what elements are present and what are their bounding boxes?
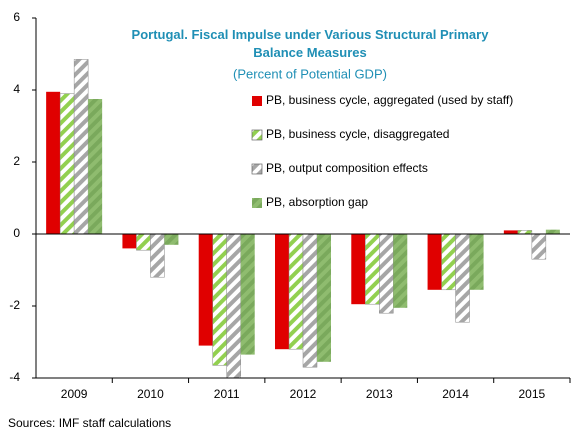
x-tick-label: 2009 (61, 387, 88, 401)
y-tick-label: 6 (13, 10, 20, 24)
source-note: Sources: IMF staff calculations (8, 416, 171, 430)
x-tick-label: 2011 (214, 387, 240, 401)
y-tick-label: 4 (13, 82, 20, 96)
bar (455, 233, 470, 323)
legend-label: PB, output composition effects (266, 161, 428, 175)
bar (545, 229, 560, 234)
bar (317, 234, 331, 362)
bar (503, 230, 518, 234)
bar (302, 233, 318, 368)
bar (275, 234, 289, 350)
x-tick-label: 2014 (442, 387, 469, 401)
y-tick-label: -4 (9, 370, 20, 384)
x-tick-label: 2012 (290, 387, 317, 401)
bar (212, 233, 227, 366)
bar (288, 233, 304, 350)
y-tick-label: 2 (13, 154, 20, 168)
x-tick-label: 2010 (137, 387, 164, 401)
legend-label: PB, business cycle, disaggregated (266, 127, 449, 141)
legend-swatch (252, 96, 262, 106)
bar (441, 233, 456, 291)
bar (122, 234, 137, 249)
bar (379, 233, 394, 314)
bar (427, 234, 442, 290)
bar (365, 233, 380, 305)
legend-swatch (251, 163, 263, 175)
bar (517, 230, 533, 235)
bar (240, 234, 255, 355)
legend-label: PB, absorption gap (266, 195, 368, 209)
bar (531, 233, 547, 260)
bar (136, 233, 151, 251)
y-tick-label: 0 (13, 226, 20, 240)
bar (88, 99, 103, 234)
bar (164, 234, 179, 245)
legend-label: PB, business cycle, aggregated (used by … (266, 93, 513, 107)
bar (46, 91, 61, 234)
legend-swatch (252, 198, 262, 208)
legend-swatch (251, 129, 263, 141)
bar (351, 234, 366, 305)
chart-subtitle: (Percent of Potential GDP) (233, 66, 387, 81)
bar (393, 234, 408, 308)
y-tick-label: -2 (9, 298, 20, 312)
bar (73, 59, 89, 235)
bar (198, 234, 213, 346)
x-tick-label: 2015 (519, 387, 546, 401)
bar (226, 233, 241, 379)
chart-title: Portugal. Fiscal Impulse under Various S… (132, 27, 490, 60)
bar (59, 93, 75, 235)
bar (469, 234, 484, 290)
x-tick-label: 2013 (366, 387, 393, 401)
bar (150, 233, 165, 278)
